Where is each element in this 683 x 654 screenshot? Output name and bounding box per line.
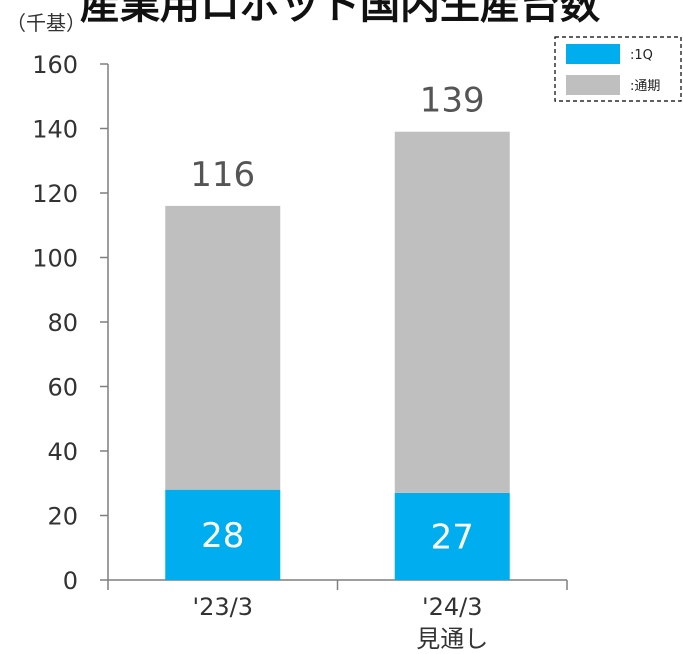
unit-label: （千基） [6,11,86,35]
chart-title: 産業用ロボット国内生産台数 [80,0,600,28]
x-category-label: '24/3 [422,593,483,621]
bar-segment-annual [165,205,281,490]
x-category-sublabel: 見通し [416,625,488,653]
legend-swatch-annual [566,75,620,95]
data-label-1q: 28 [201,516,244,556]
y-tick-label: 80 [47,309,78,337]
bar-segment-1q [394,492,510,580]
y-tick-label: 120 [32,180,78,208]
y-tick-label: 60 [47,374,78,402]
data-label-total: 116 [190,155,255,195]
y-tick-label: 20 [47,503,78,531]
y-tick-label: 140 [32,116,78,144]
y-tick-label: 40 [47,438,78,466]
bar-segment-1q [165,489,281,580]
bar-segment-annual [394,131,510,493]
data-label-1q: 27 [431,517,474,557]
x-category-label: '23/3 [193,593,254,621]
y-tick-label: 100 [32,245,78,273]
legend-border [554,36,682,102]
y-tick-label: 160 [32,51,78,79]
legend-swatch-1q [566,44,620,64]
y-tick-label: 0 [63,567,78,595]
legend-label-annual: :通期 [630,79,660,94]
legend-label-1q: :1Q [630,48,653,63]
legend: :1Q :通期 [554,36,682,102]
data-label-total: 139 [420,81,485,121]
